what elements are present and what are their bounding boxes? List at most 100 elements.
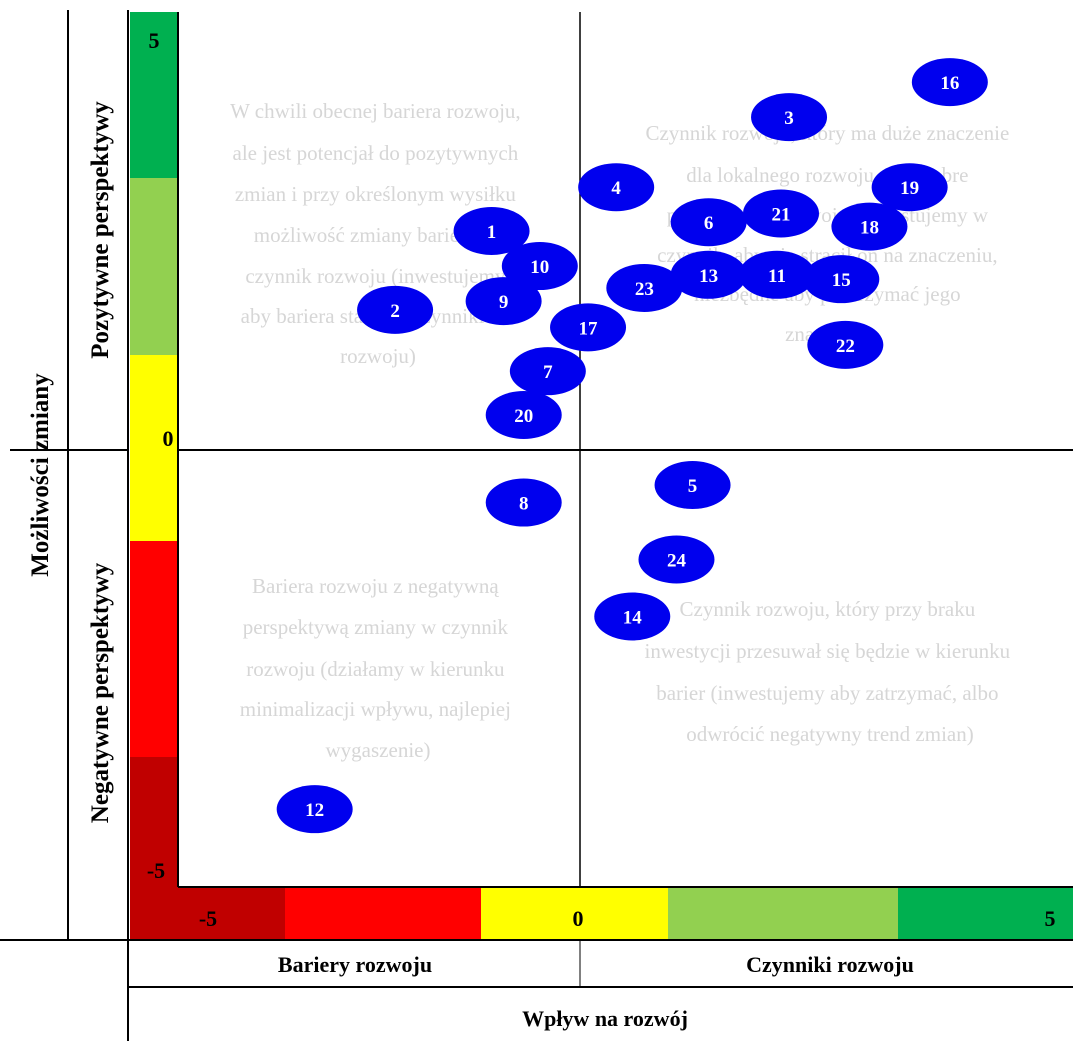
bubble-17: 17 [550,303,627,352]
bubble-label: 10 [530,257,549,278]
bubble-5: 5 [654,461,731,510]
bubble-label: 20 [514,406,533,427]
bubble-marker [485,390,562,439]
bubble-label: 21 [772,204,791,225]
bubble-label: 18 [860,218,879,239]
bubble-marker [578,163,655,212]
bubble-marker [831,202,908,251]
bubble-label: 11 [768,266,786,287]
bubble-marker [670,198,747,247]
bubble-marker [654,461,731,510]
horizontal-color-scale [130,887,1073,939]
bubble-6: 6 [670,198,747,247]
bubble-label: 15 [832,270,851,291]
bubble-label: 24 [667,551,687,572]
bubble-4: 4 [578,163,655,212]
bubble-10: 10 [501,242,578,291]
bubble-16: 16 [911,58,988,107]
scale-segment-yellow [481,887,668,939]
bubble-marker [911,58,988,107]
scale-segment-red [285,887,481,939]
vertical-color-scale [130,12,178,938]
bubble-marker [871,163,948,212]
bubble-marker [594,592,671,641]
bubble-label: 9 [499,292,509,313]
scale-segment-dark-red [130,887,285,939]
bubble-24: 24 [638,535,715,584]
bubble-marker [465,277,542,326]
bubble-marker [803,255,880,304]
grid-lines [0,10,1073,1041]
bubble-marker [501,242,578,291]
bubble-label: 23 [635,279,654,300]
bubble-marker [743,189,819,238]
bubble-marker [606,263,683,312]
bubble-label: 7 [543,362,553,383]
bubble-marker [276,785,353,834]
factors-label: Czynniki rozwoju [746,952,914,977]
bubble-20: 20 [485,390,562,439]
bubble-2: 2 [357,285,434,334]
bubble-label: 17 [579,318,599,339]
scale-segment-light-green [668,887,898,939]
bubble-marker [751,93,828,142]
bubble-marker [509,347,586,396]
y-scale-label-top: 5 [149,28,160,53]
bubble-label: 4 [611,178,621,199]
bubble-label: 3 [784,108,794,129]
bubble-label: 6 [704,213,714,234]
y-scale-label-bottom: -5 [147,858,165,883]
y-scale-label-mid: 0 [163,426,174,451]
bubble-label: 1 [487,222,497,243]
bubble-13: 13 [670,250,747,299]
bubble-label: 14 [623,607,643,628]
bubble-18: 18 [831,202,908,251]
quadrant-text-bottom-right: Czynnik rozwoju, który przy braku inwest… [645,597,1016,746]
scale-segment-light-green [130,178,178,355]
bubble-marker [485,478,562,527]
bubble-marker [638,535,715,584]
bubble-label: 16 [940,73,959,94]
bubble-11: 11 [738,250,815,299]
bubble-21: 21 [743,189,819,238]
bubble-label: 5 [688,476,698,497]
quadrant-text-top-left: W chwili obecnej bariera rozwoju, ale je… [230,99,526,368]
quadrant-text-bottom-left: Bariera rozwoju z negatywną perspektywą … [240,574,516,762]
negative-perspectives-label: Negatywne perspektywy [87,562,114,823]
scale-segment-dark-green [898,887,1073,939]
bubble-marker [357,285,434,334]
bubble-23: 23 [606,263,683,312]
bubble-22: 22 [807,320,884,369]
bubble-label: 13 [699,266,718,287]
bubble-label: 2 [390,301,400,322]
scale-segment-dark-green [130,12,178,178]
bubble-marker [670,250,747,299]
x-scale-label-mid: 0 [573,906,584,931]
positive-perspectives-label: Pozytywne perspektywy [87,101,114,359]
x-scale-label-right: 5 [1045,906,1056,931]
y-axis-title: Możliwości zmiany [27,373,54,577]
bubble-8: 8 [485,478,562,527]
bubble-marker [807,320,884,369]
bubble-3: 3 [751,93,828,142]
bubble-9: 9 [465,277,542,326]
x-scale-label-left: -5 [199,906,217,931]
bubble-label: 8 [519,494,529,515]
bubble-marker [550,303,627,352]
bubble-label: 12 [305,800,324,821]
bubble-marker [453,207,530,255]
bubble-14: 14 [594,592,671,641]
bubble-label: 22 [836,336,855,357]
x-axis-title: Wpływ na rozwój [522,1006,688,1031]
scale-segment-red [130,541,178,757]
bubble-1: 1 [453,207,530,255]
bubble-15: 15 [803,255,880,304]
scale-segment-yellow [130,355,178,541]
bubble-label: 19 [900,178,919,199]
bubble-12: 12 [276,785,353,834]
bubble-19: 19 [871,163,948,212]
bubble-7: 7 [509,347,586,396]
bubble-marker [738,250,815,299]
